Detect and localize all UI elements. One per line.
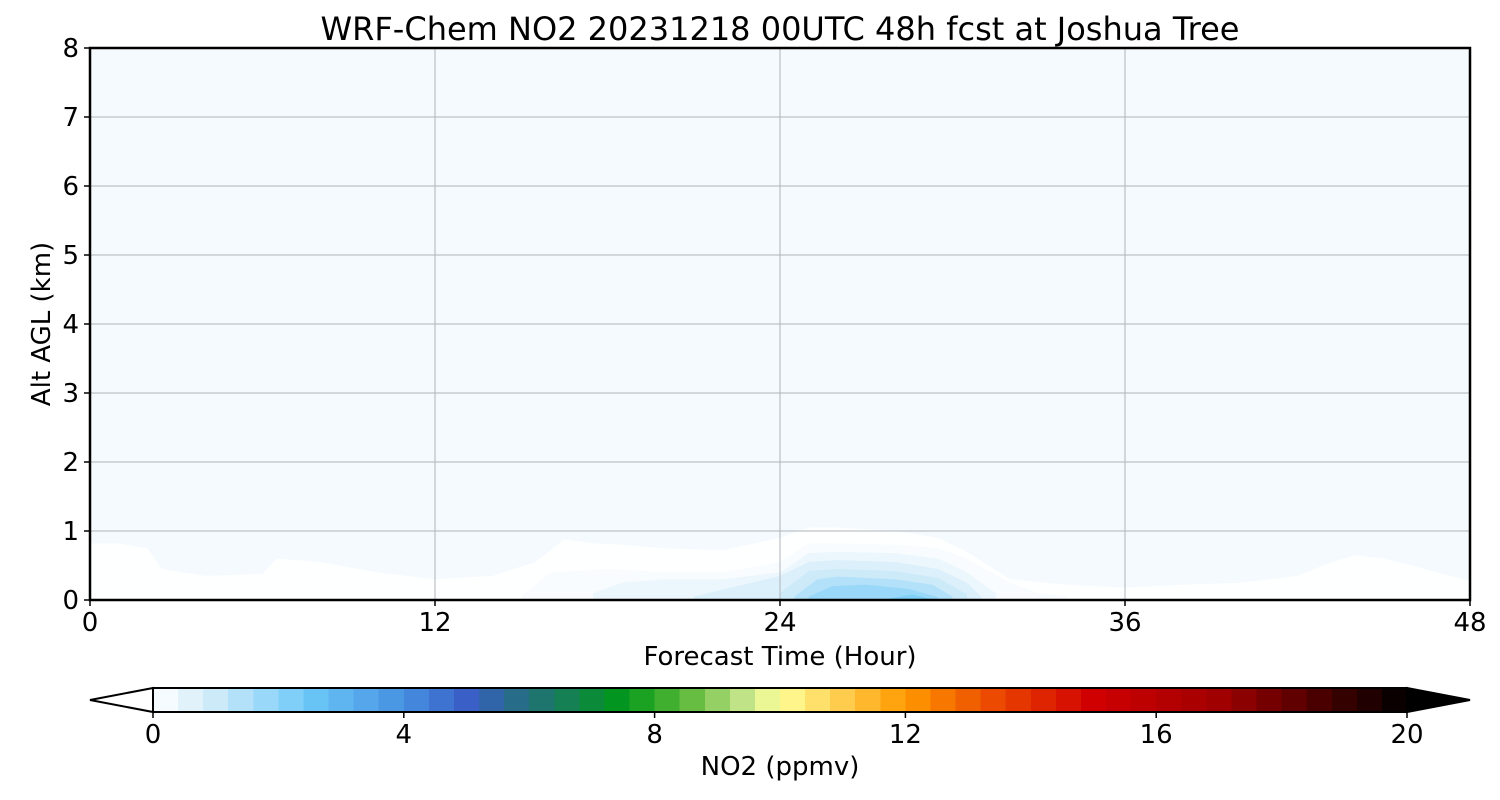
colorbar-tick-label: 4: [396, 720, 413, 750]
y-tick-label: 8: [62, 34, 79, 64]
y-tick-label: 3: [62, 379, 79, 409]
colorbar-extend-low: [89, 686, 154, 714]
x-tick-label: 12: [418, 608, 451, 638]
y-tick-label: 7: [62, 103, 79, 133]
x-axis-ticks: 0 12 24 36 48: [82, 600, 1487, 638]
x-axis-label: Forecast Time (Hour): [643, 642, 916, 672]
x-tick-label: 48: [1453, 608, 1486, 638]
colorbar-tick-label: 16: [1140, 720, 1173, 750]
colorbar-tick-label: 0: [145, 720, 162, 750]
y-axis-ticks: 0 1 2 3 4 5 6 7 8: [62, 34, 90, 616]
chart-title: WRF-Chem NO2 20231218 00UTC 48h fcst at …: [321, 10, 1240, 48]
colorbar: 0 4 8 12 16 20 NO2 (ppmv): [89, 686, 1471, 782]
colorbar-ramp: [152, 687, 1408, 713]
colorbar-tick-label: 8: [646, 720, 663, 750]
y-axis-label: Alt AGL (km): [27, 242, 57, 406]
y-tick-label: 2: [62, 448, 79, 478]
colorbar-tick-label: 12: [889, 720, 922, 750]
grid-lines: [90, 48, 1470, 600]
y-tick-label: 0: [62, 586, 79, 616]
y-tick-label: 4: [62, 310, 79, 340]
no2-contour-level-8: [889, 594, 930, 600]
y-tick-label: 1: [62, 517, 79, 547]
colorbar-tick-label: 20: [1390, 720, 1423, 750]
x-tick-label: 36: [1108, 608, 1141, 638]
colorbar-extend-high: [1406, 686, 1471, 714]
x-tick-label: 24: [763, 608, 796, 638]
y-tick-label: 6: [62, 172, 79, 202]
y-tick-label: 5: [62, 241, 79, 271]
colorbar-label: NO2 (ppmv): [701, 752, 860, 782]
x-tick-label: 0: [82, 608, 99, 638]
colorbar-ticks: 0 4 8 12 16 20: [145, 712, 1424, 750]
